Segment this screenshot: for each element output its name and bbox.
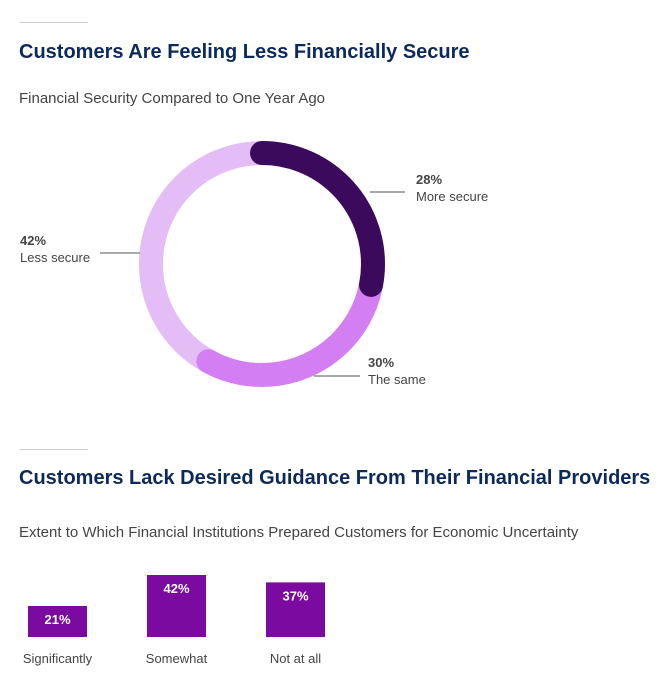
slice-value-the-same: 30% bbox=[368, 355, 394, 370]
bar-category-significantly: Significantly bbox=[23, 651, 93, 666]
slice-label-more-secure: More secure bbox=[416, 189, 488, 204]
slice-value-more-secure: 28% bbox=[416, 172, 442, 187]
slice-value-less-secure: 42% bbox=[20, 233, 46, 248]
bar-chart: 21% Significantly 42% Somewhat 37% Not at all bbox=[23, 575, 325, 666]
bar-value-not-at-all: 37% bbox=[282, 588, 308, 603]
section1-title: Customers Are Feeling Less Financially S… bbox=[19, 41, 470, 63]
section2-divider bbox=[20, 449, 88, 450]
section2-subtitle: Extent to Which Financial Institutions P… bbox=[19, 524, 579, 541]
section1-divider bbox=[20, 22, 88, 23]
slice-label-the-same: The same bbox=[368, 372, 426, 387]
donut-chart: 28% More secure 30% The same 42% Less secure bbox=[20, 141, 488, 387]
bar-not-at-all bbox=[266, 582, 325, 637]
donut-slice-more-secure bbox=[139, 141, 385, 387]
bar-category-not-at-all: Not at all bbox=[270, 651, 321, 666]
bar-value-somewhat: 42% bbox=[163, 581, 189, 596]
slice-label-less-secure: Less secure bbox=[20, 250, 90, 265]
donut-slice-the-same bbox=[139, 141, 385, 387]
bar-significantly bbox=[28, 606, 87, 637]
bar-somewhat bbox=[147, 575, 206, 637]
section1-subtitle: Financial Security Compared to One Year … bbox=[19, 90, 326, 107]
donut-ring bbox=[139, 141, 385, 387]
section2-title: Customers Lack Desired Guidance From The… bbox=[19, 467, 651, 489]
bar-category-somewhat: Somewhat bbox=[146, 651, 208, 666]
bar-value-significantly: 21% bbox=[44, 612, 70, 627]
